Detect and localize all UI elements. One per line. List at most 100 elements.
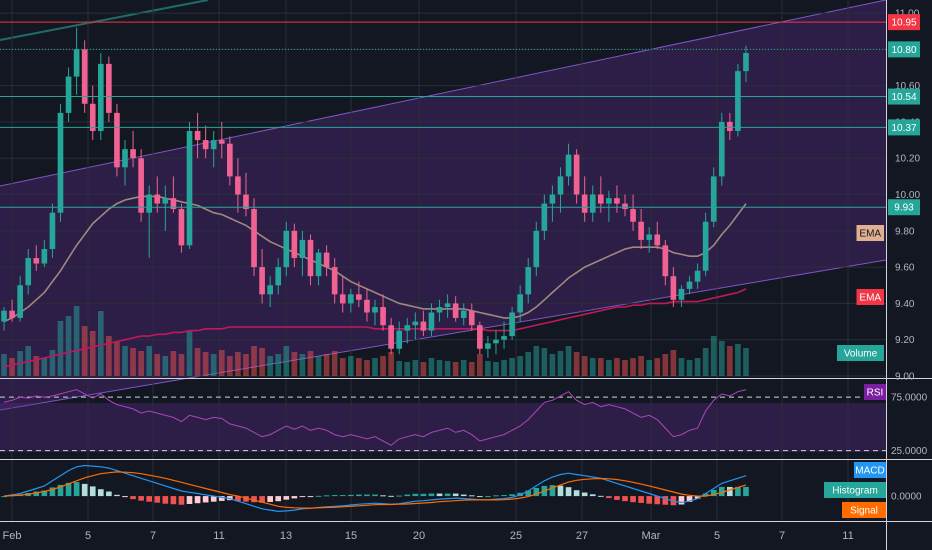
macd-histogram-bar	[654, 496, 661, 505]
candle-body	[686, 281, 693, 289]
candle-body	[678, 288, 685, 300]
candle-body	[307, 239, 314, 277]
macd-histogram-bar	[388, 495, 394, 497]
macd-histogram-bar	[549, 485, 556, 497]
candle-body	[694, 270, 701, 282]
candle-body	[202, 140, 209, 150]
candle-body	[718, 121, 725, 177]
candle-body	[702, 221, 709, 271]
volume-bar	[331, 351, 338, 376]
macd-histogram-bar	[138, 496, 144, 501]
macd-histogram-bar	[251, 496, 257, 503]
macd-histogram-bar	[106, 491, 112, 497]
macd-histogram-bar	[57, 484, 64, 497]
macd-histogram-bar	[170, 496, 177, 505]
price-tick-label: 10.60	[895, 81, 920, 92]
macd-series-badge-label: MACD	[855, 466, 884, 477]
volume-bar	[702, 348, 709, 376]
macd-histogram-bar	[735, 486, 741, 497]
rsi-level-label: 75.0000	[891, 393, 928, 404]
candle-body	[460, 310, 467, 318]
volume-bar	[630, 358, 636, 376]
volume-bar	[388, 352, 394, 376]
candle-body	[485, 343, 491, 349]
candle-body	[436, 307, 443, 313]
time-tick-label: 5	[714, 530, 720, 542]
volume-bar	[646, 360, 653, 376]
macd-histogram-bar	[589, 494, 596, 497]
candle-body	[622, 203, 628, 210]
volume-bar	[89, 331, 96, 376]
volume-bar	[130, 348, 136, 376]
candle-body	[170, 198, 177, 210]
rsi-badge	[864, 384, 886, 400]
candle-body	[606, 198, 612, 204]
price-tick-label: 9.40	[895, 299, 915, 310]
volume-bar	[41, 358, 48, 376]
macd-histogram-bar	[210, 496, 217, 502]
macd-histogram-bar	[307, 496, 314, 498]
macd-histogram-bar	[81, 483, 88, 497]
candle-body	[412, 321, 419, 326]
volume-bar	[275, 354, 282, 376]
macd-series-badge	[854, 462, 886, 478]
candle-body	[275, 267, 282, 286]
macd-series-badge	[824, 482, 886, 498]
candle-body	[557, 176, 564, 195]
price-level-badge-label: 9.93	[894, 203, 914, 214]
volume-bar	[718, 341, 725, 376]
macd-series-badge-label: Signal	[850, 506, 878, 517]
macd-series-badge-label: Histogram	[832, 486, 878, 497]
macd-histogram-bar	[638, 496, 644, 503]
macd-histogram-bar	[468, 495, 475, 497]
candle-body	[283, 230, 290, 268]
time-tick-label: 5	[85, 530, 91, 542]
volume-bar	[549, 354, 556, 376]
candle-body	[243, 194, 249, 210]
volume-bar	[428, 358, 435, 376]
candle-body	[218, 140, 225, 144]
candle-body	[186, 131, 193, 246]
volume-bar	[122, 346, 128, 376]
volume-bar	[622, 360, 628, 376]
price-level-badge	[888, 41, 920, 58]
volume-bar	[654, 358, 661, 376]
candle-body	[81, 49, 88, 104]
volume-bar	[57, 321, 64, 376]
time-axis[interactable]: Feb 5 7 11 13 15 20 25 27 Mar 5 7 11	[3, 530, 854, 542]
macd-histogram-bar	[404, 494, 411, 497]
macd-histogram-bar	[315, 495, 322, 497]
candle-body	[162, 198, 169, 204]
price-tick-label: 9.60	[895, 263, 915, 274]
candle-body	[638, 221, 644, 240]
macd-histogram-bar	[557, 485, 564, 497]
macd-histogram-bar	[372, 494, 378, 497]
volume-bar	[735, 344, 741, 376]
volume-bar	[380, 356, 386, 376]
volume-bar	[420, 362, 427, 376]
time-tick-label: 27	[576, 530, 588, 542]
trend-line	[0, 0, 209, 41]
macd-histogram-bar	[485, 496, 491, 498]
macd-histogram-bar	[581, 492, 588, 497]
candle-body	[235, 176, 241, 195]
volume-bar	[477, 354, 483, 376]
time-tick-label: 7	[150, 530, 156, 542]
macd-histogram-bar	[702, 493, 709, 497]
indicator-badge-label: Volume	[844, 349, 878, 360]
volume-bar	[662, 354, 669, 376]
volume-bar	[710, 336, 717, 376]
volume-bar	[614, 358, 620, 376]
candle-body	[428, 312, 435, 331]
volume-bar	[186, 331, 193, 376]
macd-histogram-bar	[452, 493, 459, 497]
volume-bar	[243, 354, 249, 376]
macd-histogram-bar	[444, 493, 451, 497]
macd-histogram-bar	[323, 495, 330, 497]
macd-histogram-bar	[597, 495, 604, 497]
candle-body	[138, 158, 144, 213]
price-level-badge	[888, 14, 920, 31]
macd-histogram-bar	[347, 494, 354, 497]
candle-body	[517, 294, 523, 313]
